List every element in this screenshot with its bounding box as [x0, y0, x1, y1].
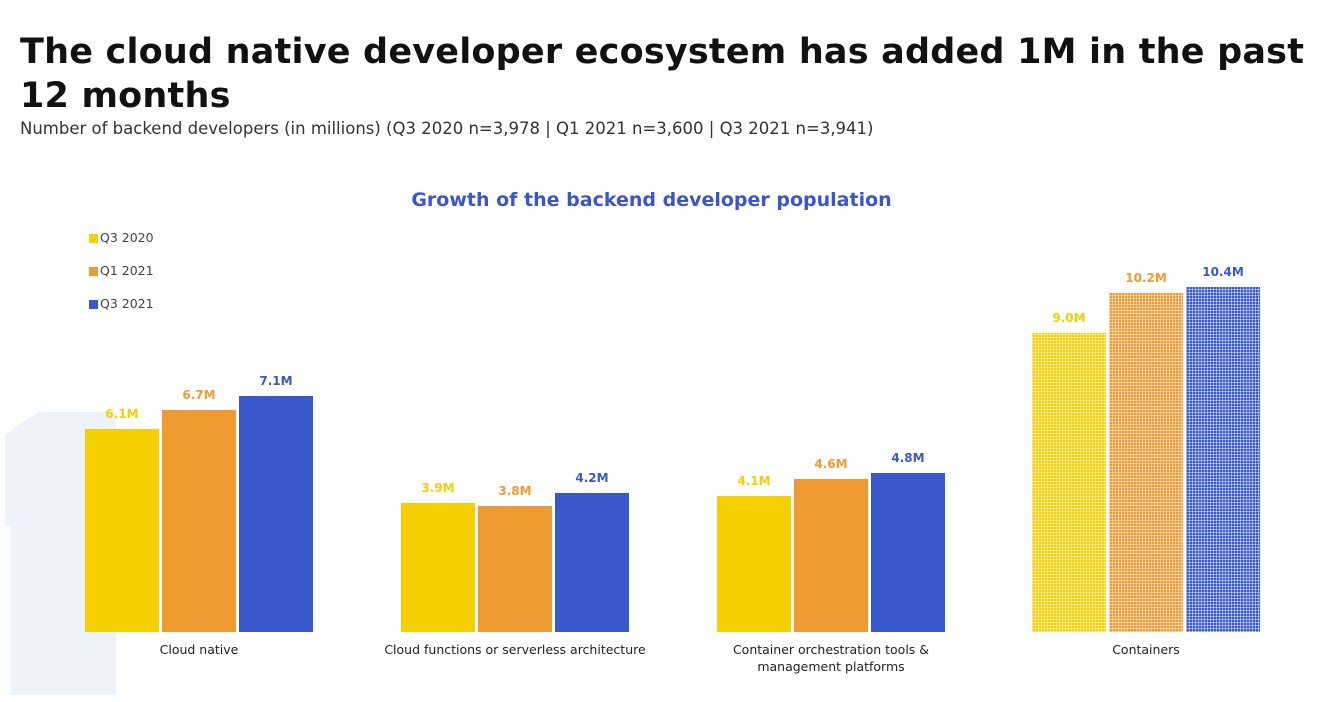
- data-label: 4.1M: [737, 473, 771, 488]
- data-label: 6.1M: [105, 407, 139, 422]
- legend-swatch: [89, 267, 98, 276]
- category-label: Container orchestration tools & manageme…: [732, 642, 930, 674]
- legend-item: Q3 2020: [89, 230, 154, 263]
- legend-item: Q3 2021: [89, 296, 154, 329]
- legend-label: Q3 2021: [100, 296, 154, 311]
- legend-item: Q1 2021: [89, 263, 154, 296]
- bar: [555, 492, 629, 632]
- data-label: 4.2M: [575, 470, 609, 485]
- data-label: 3.9M: [421, 480, 455, 495]
- bar: [85, 429, 159, 632]
- chart-legend: Q3 2020 Q1 2021 Q3 2021: [89, 230, 154, 329]
- legend-label: Q1 2021: [100, 263, 154, 278]
- bar: [1032, 333, 1106, 632]
- bar: [794, 479, 868, 632]
- bar: [1109, 293, 1183, 632]
- category-label: Containers: [1112, 642, 1180, 657]
- category-label: Cloud native: [159, 642, 239, 657]
- legend-swatch: [89, 300, 98, 309]
- data-label: 4.8M: [891, 450, 925, 465]
- chart-title: Growth of the backend developer populati…: [411, 189, 892, 211]
- data-label: 6.7M: [182, 387, 216, 402]
- legend-label: Q3 2020: [100, 230, 154, 245]
- legend-swatch: [89, 234, 98, 243]
- data-label: 4.6M: [814, 457, 848, 472]
- bar: [717, 495, 791, 632]
- data-label: 9.0M: [1052, 311, 1086, 326]
- data-label: 3.8M: [498, 483, 532, 498]
- page-title: The cloud native developer ecosystem has…: [20, 32, 1305, 116]
- data-label: 10.4M: [1202, 264, 1244, 279]
- category-label: Cloud functions or serverless architectu…: [384, 642, 646, 657]
- bar: [478, 505, 552, 632]
- bar: [401, 502, 475, 632]
- data-label: 7.1M: [259, 374, 293, 389]
- bar: [162, 409, 236, 632]
- page-subtitle: Number of backend developers (in million…: [20, 119, 874, 138]
- bar: [1186, 286, 1260, 632]
- bar: [239, 396, 313, 632]
- data-label: 10.2M: [1125, 271, 1167, 286]
- bar: [871, 472, 945, 632]
